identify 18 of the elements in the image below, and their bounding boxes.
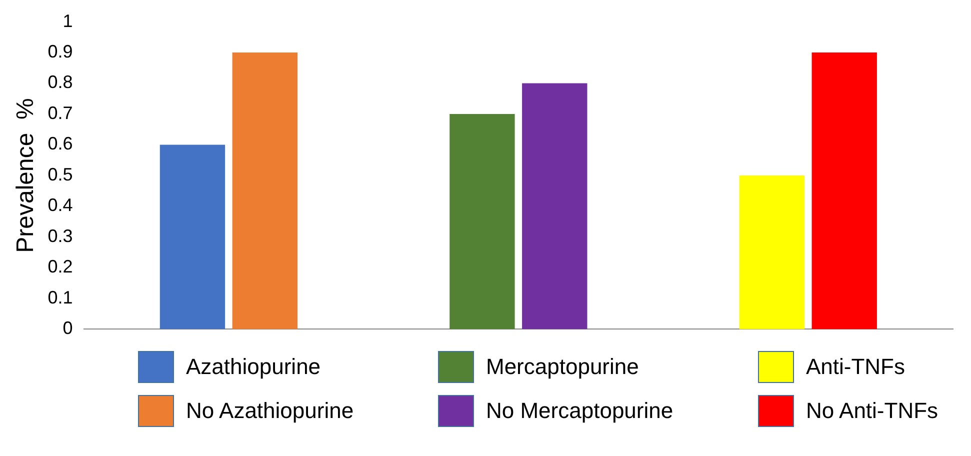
y-tick-label: 0: [62, 318, 73, 338]
legend-label: No Azathiopurine: [186, 398, 354, 424]
legend-label: Azathiopurine: [186, 354, 321, 380]
y-tick-label: 0.5: [48, 164, 73, 184]
legend-label: Anti-TNFs: [806, 354, 905, 380]
y-tick-label: 0.2: [48, 256, 73, 277]
y-tick-label: 0.9: [48, 42, 73, 62]
y-tick-label: 0.4: [48, 195, 73, 216]
y-axis-title: Prevalence %: [12, 98, 40, 253]
y-tick-label: 0.3: [48, 226, 73, 246]
y-tick-label: 0.1: [48, 287, 73, 308]
y-tick-label: 0.6: [48, 134, 73, 154]
legend-label: Mercaptopurine: [486, 354, 639, 380]
legend-label: No Mercaptopurine: [486, 398, 674, 424]
y-tick-label: 0.7: [48, 102, 73, 123]
legend-label: No Anti-TNFs: [806, 398, 938, 424]
y-tick-label: 1: [62, 10, 73, 31]
y-tick-label: 0.8: [48, 72, 73, 92]
